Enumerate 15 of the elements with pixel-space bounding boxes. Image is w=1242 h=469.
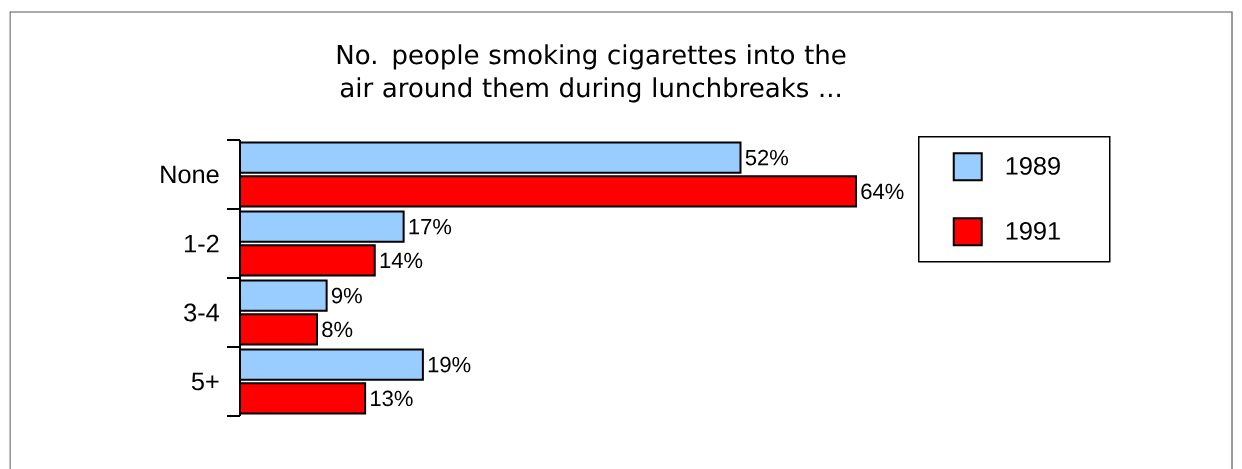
data-label: 52%: [745, 149, 789, 166]
chart-title: No. people smoking cigarettes into the air around them during lunchbreaks ...: [337, 44, 846, 103]
legend-label: 1989: [1006, 156, 1060, 175]
y-tick-label: 1-2: [185, 234, 219, 253]
data-label: 14%: [380, 252, 423, 269]
data-label: 13%: [371, 390, 413, 407]
y-tick-label: 5+: [191, 372, 219, 391]
data-label: 17%: [409, 218, 452, 235]
data-label: 9%: [331, 287, 362, 304]
y-tick-label: None: [161, 165, 219, 184]
data-label: 19%: [428, 356, 471, 373]
data-label: 8%: [322, 321, 353, 338]
legend-label: 1991: [1006, 221, 1060, 240]
y-tick-label: 3-4: [184, 303, 219, 322]
data-label: 64%: [861, 183, 904, 200]
